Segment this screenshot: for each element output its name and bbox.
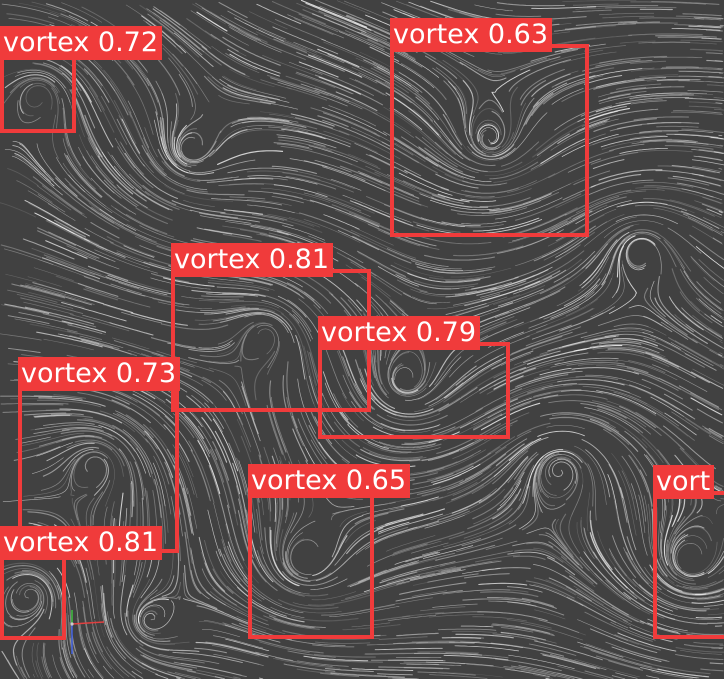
detection-box: vortex 0.65 [248, 464, 411, 639]
detection-class: vortex [321, 317, 408, 348]
detection-label: vortex 0.63 [390, 18, 553, 52]
detection-label: vortex 0.73 [18, 357, 181, 391]
detection-label: vortex 0.81 [0, 526, 163, 560]
detection-class: vortex [21, 358, 108, 389]
detection-box: vortex 0.79 [318, 316, 510, 439]
detection-class: vortex [393, 19, 480, 50]
detection-label: vort [653, 465, 715, 499]
detection-label: vortex 0.72 [0, 26, 163, 60]
detection-score: 0.79 [415, 317, 477, 348]
detection-label: vortex 0.81 [171, 243, 334, 277]
detection-box: vortex 0.81 [0, 526, 163, 640]
detection-label: vortex 0.79 [318, 316, 481, 350]
detection-box: vortex 0.63 [390, 18, 589, 237]
detection-label: vortex 0.65 [248, 464, 411, 498]
detection-box: vortex 0.73 [18, 357, 181, 553]
detection-score: 0.81 [268, 244, 330, 275]
detection-score: 0.63 [487, 19, 549, 50]
detection-score: 0.65 [345, 465, 407, 496]
detection-score: 0.73 [115, 358, 177, 389]
detection-class: vortex [3, 27, 90, 58]
detection-class: vort [656, 466, 711, 497]
detection-class: vortex [3, 527, 90, 558]
detection-box: vortex 0.72 [0, 26, 163, 133]
detection-box: vort [653, 465, 724, 639]
detection-score: 0.81 [97, 527, 159, 558]
detection-class: vortex [251, 465, 338, 496]
axes-gizmo-icon [70, 610, 105, 654]
detection-class: vortex [174, 244, 261, 275]
detection-score: 0.72 [97, 27, 159, 58]
